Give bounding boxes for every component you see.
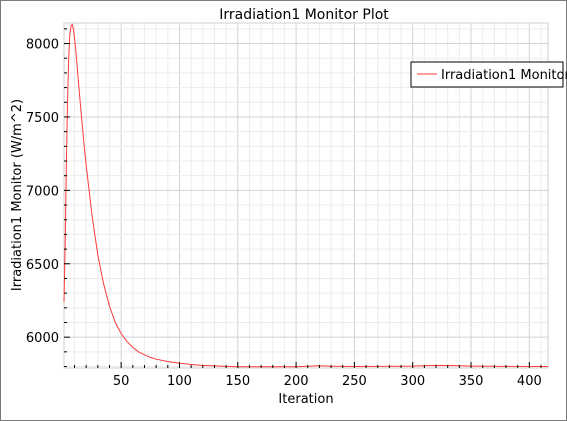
ticks: 50 100 150 200 250 300 350 400 6000 6500 7000 7500 8… <box>26 28 542 389</box>
y-tick-label: 7000 <box>26 184 59 199</box>
y-axis-label: Irradiation1 Monitor (W/m^2) <box>10 99 25 291</box>
legend-entry-label: Irradiation1 Monitor <box>441 68 567 83</box>
x-tick-label: 150 <box>225 374 250 389</box>
series-line <box>63 23 548 368</box>
x-tick-label: 400 <box>517 374 542 389</box>
grid <box>64 23 548 368</box>
x-tick-label: 200 <box>284 374 309 389</box>
x-tick-label: 50 <box>113 374 130 389</box>
x-tick-label: 350 <box>459 374 484 389</box>
legend: Irradiation1 Monitor <box>410 61 567 88</box>
x-tick-label: 300 <box>400 374 425 389</box>
plot-area <box>63 22 549 369</box>
y-tick-label: 6000 <box>26 331 59 346</box>
chart-title: Irradiation1 Monitor Plot <box>219 7 389 23</box>
x-tick-label: 100 <box>167 374 192 389</box>
x-axis-label: Iteration <box>278 392 333 407</box>
y-tick-label: 8000 <box>26 38 59 53</box>
series-layer <box>63 23 548 368</box>
x-tick-label: 250 <box>342 374 367 389</box>
y-tick-label: 6500 <box>26 258 59 273</box>
y-tick-label: 7500 <box>26 111 59 126</box>
